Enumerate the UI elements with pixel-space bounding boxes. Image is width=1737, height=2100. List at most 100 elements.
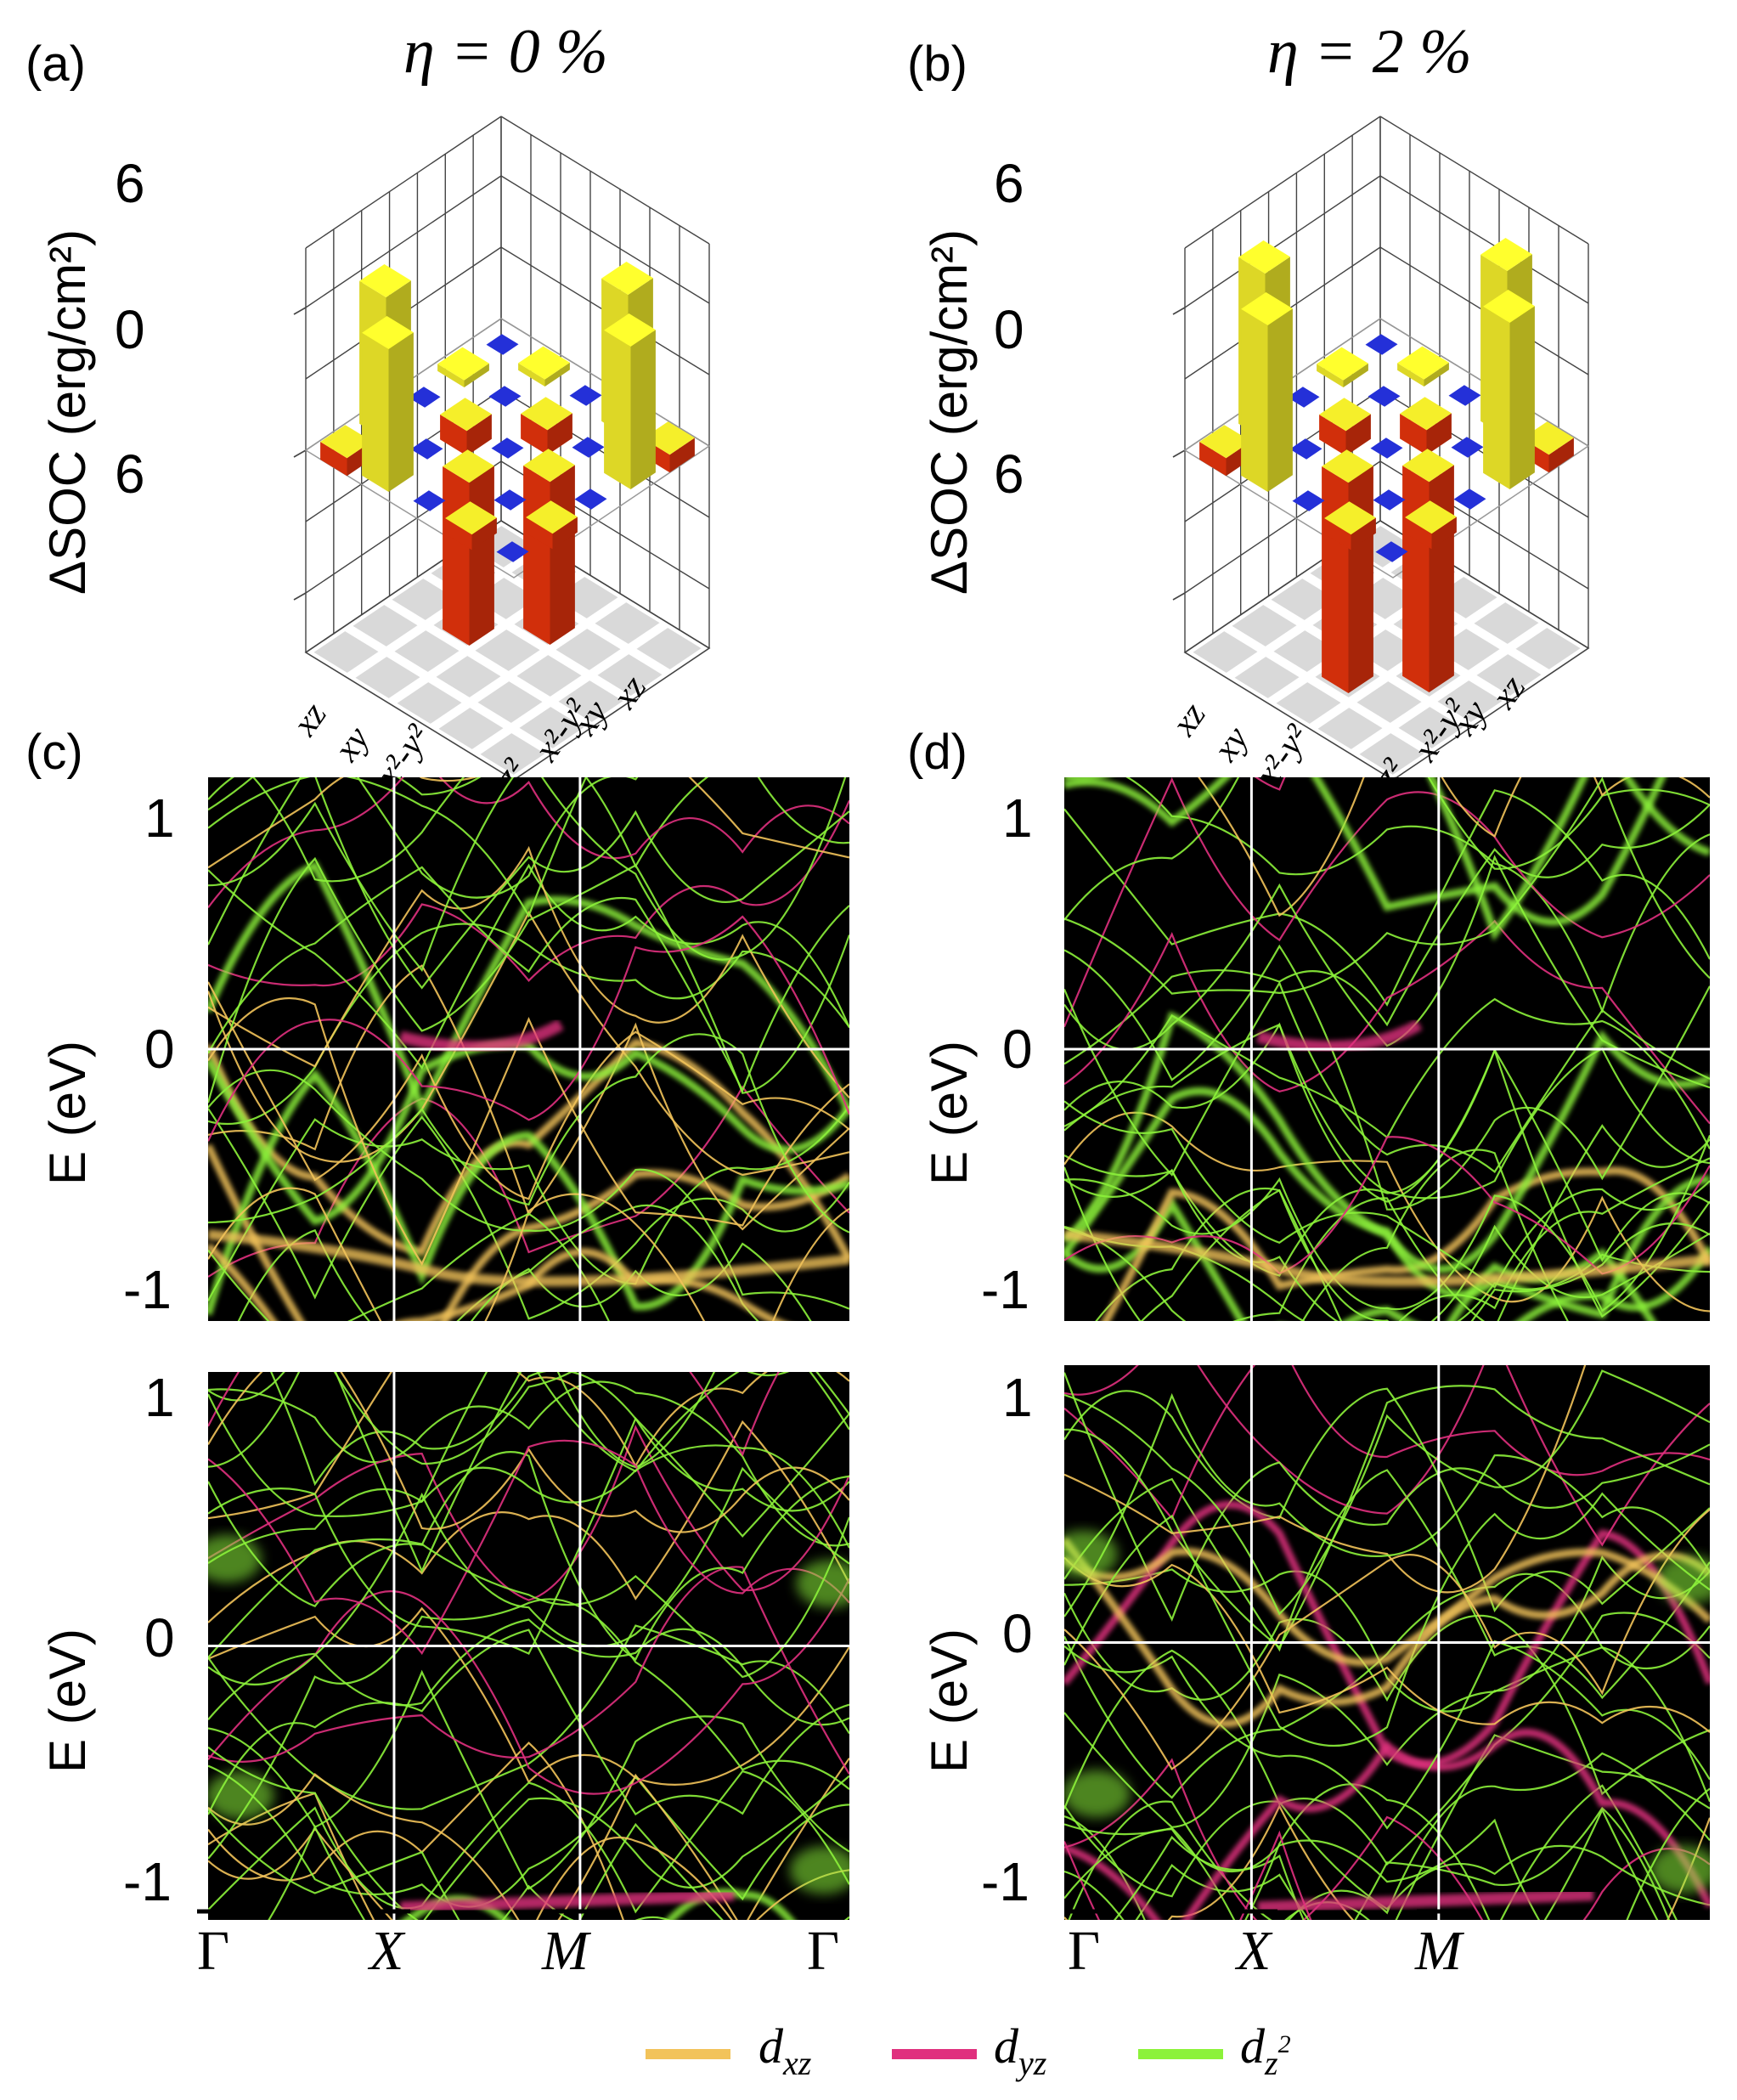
y-orbital-label: xy xyxy=(326,720,377,769)
band-line xyxy=(208,1108,849,1320)
legend-label-dz2: dz2 xyxy=(1240,2018,1291,2082)
bar-1-2 xyxy=(521,397,572,455)
panel-d-upper-ylabel: E (eV) xyxy=(921,1041,978,1185)
band-line xyxy=(208,777,588,918)
panel-c-kpoint-gamma-2-text: Γ xyxy=(807,1920,839,1982)
bar-2-1 xyxy=(440,398,492,456)
band-line xyxy=(1064,1229,1710,1287)
bar-0-2 xyxy=(1448,385,1481,406)
panel-d-lower-bands xyxy=(1064,1365,1710,1920)
band-line xyxy=(208,1516,849,1679)
band-line xyxy=(208,1629,849,1816)
bar-3-1 xyxy=(1289,438,1322,460)
band-line xyxy=(208,1425,849,1601)
band-line xyxy=(1064,789,1710,1007)
bar-4-1 xyxy=(362,316,414,492)
band-line xyxy=(1064,1392,1710,1617)
band-line xyxy=(1064,980,1710,1177)
bar-1-2 xyxy=(1400,397,1452,455)
band-line xyxy=(208,1038,849,1262)
band-line xyxy=(208,911,849,1177)
band-line xyxy=(1064,1556,1710,1733)
band-line xyxy=(1064,1752,1710,1920)
panel-c-kpoint-gamma-1: Γ xyxy=(197,1909,236,1982)
band-line xyxy=(208,1187,849,1321)
band-line xyxy=(1135,1807,1659,1920)
band-line xyxy=(208,1444,849,1565)
band-line xyxy=(208,1808,724,1920)
band-line xyxy=(1125,777,1710,1014)
band-line xyxy=(208,1742,624,1920)
band-line xyxy=(208,1466,849,1685)
band-line xyxy=(208,863,849,1070)
bar-1-1 xyxy=(1368,386,1401,407)
panel-c-upper-ytick-m1: -1 xyxy=(123,1259,172,1320)
y-orbital-label: xz xyxy=(285,696,334,743)
band-line xyxy=(1064,1758,1710,1920)
band-line xyxy=(1064,1111,1710,1312)
band-line xyxy=(1064,1100,1710,1289)
bar-3-3 xyxy=(1373,489,1406,511)
band-line xyxy=(1064,1612,1710,1866)
band-line xyxy=(208,777,849,909)
band-weight-blob xyxy=(1650,1845,1710,1894)
bar-3-4 xyxy=(526,500,578,550)
bar-2-2 xyxy=(491,438,524,459)
bar-1-3 xyxy=(572,437,605,458)
band-line xyxy=(1064,1022,1710,1262)
bar-2-0 xyxy=(408,387,441,408)
band-line xyxy=(208,1372,849,1468)
panel-c-lower-ylabel: E (eV) xyxy=(39,1629,96,1773)
band-weight-blob xyxy=(1064,1770,1131,1818)
band-line xyxy=(208,1372,790,1574)
band-line xyxy=(1064,1365,1587,1594)
bar-3-3 xyxy=(493,489,527,511)
bar-0-0 xyxy=(486,334,519,355)
band-line xyxy=(208,777,849,990)
band-line xyxy=(1064,1157,1710,1321)
band-weight-blob xyxy=(1656,1555,1710,1604)
panel-c-lower-ytick-0: 0 xyxy=(144,1607,175,1668)
band-line xyxy=(208,1372,849,1533)
band-line xyxy=(1064,1728,1710,1920)
panel-d-lower-ytick-0: 0 xyxy=(1002,1603,1033,1664)
bar-0-0 xyxy=(1365,334,1398,355)
band-line xyxy=(1068,1734,1710,1920)
panel-b-title: η = 2 % xyxy=(1267,17,1472,87)
panel-b-zlabel: ΔSOC (erg/cm²) xyxy=(921,229,978,595)
band-line xyxy=(1064,1509,1710,1770)
bar-2-4 xyxy=(574,488,607,510)
band-line xyxy=(347,1212,610,1321)
panel-b-ztick-bottom: 6 xyxy=(994,443,1024,505)
panel-a-title: η = 0 % xyxy=(403,17,608,87)
band-weight-blob xyxy=(208,1771,274,1820)
band-line xyxy=(398,1019,564,1053)
band-line xyxy=(1198,777,1710,917)
panel-c-lower-ytick-m1: -1 xyxy=(123,1851,172,1912)
bar-4-1 xyxy=(1241,292,1293,492)
band-line xyxy=(208,1372,780,1457)
panel-c-upper-bands xyxy=(208,777,849,1321)
panel-d-kpoint-gamma-text: Γ xyxy=(1068,1920,1100,1982)
legend: dxz dyz dz2 xyxy=(646,2018,1291,2082)
band-line xyxy=(208,1566,849,1775)
panel-d-label: (d) xyxy=(907,725,967,780)
panel-c-kpoint-gamma-1-text: Γ xyxy=(197,1920,229,1982)
band-line xyxy=(1064,1646,1710,1828)
bar-4-4 xyxy=(496,541,529,562)
bar-0-1 xyxy=(518,346,570,387)
band-weight-blob xyxy=(1064,1530,1118,1578)
panel-c-upper-ytick-1: 1 xyxy=(144,788,175,849)
band-line xyxy=(1064,1555,1710,1713)
panel-c-kpoint-x: X xyxy=(367,1909,410,1982)
panel-c-kpoint-gamma-2: Γ xyxy=(807,1909,846,1982)
bar-3-2 xyxy=(1322,449,1373,693)
bar-3-1 xyxy=(410,438,443,460)
band-line xyxy=(208,799,849,987)
band-line xyxy=(1064,1365,1710,1547)
band-line xyxy=(208,866,849,1093)
band-line xyxy=(208,1372,849,1520)
band-line xyxy=(1064,1787,1710,1920)
band-line xyxy=(208,1033,849,1233)
